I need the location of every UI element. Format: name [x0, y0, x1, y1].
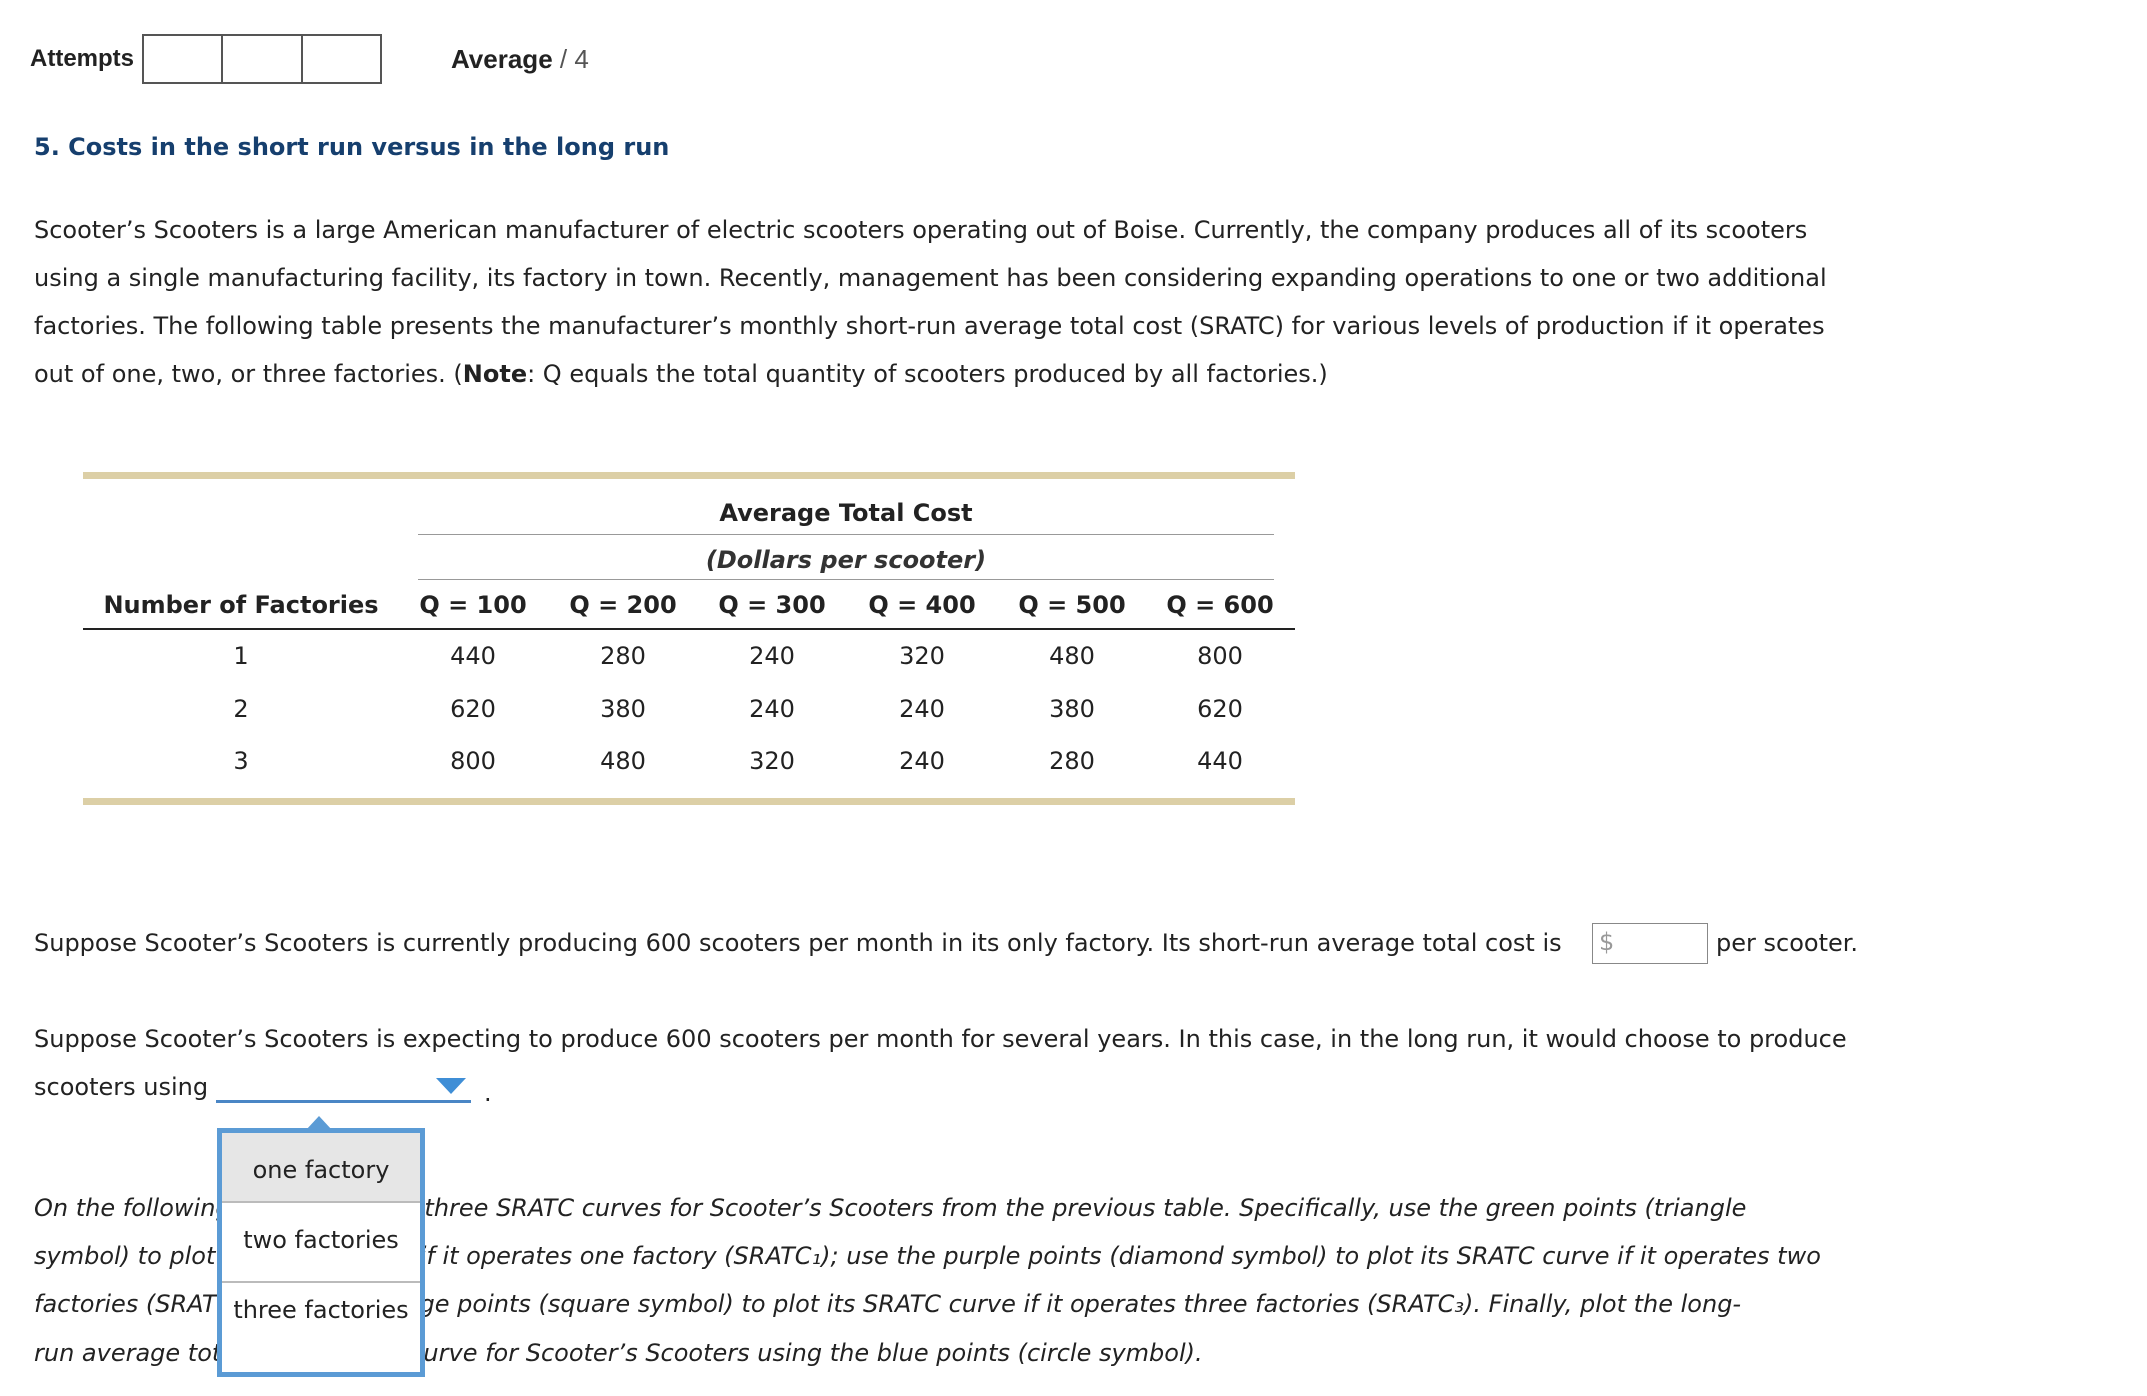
table-cell: 240	[749, 642, 795, 670]
intro-line: Scooter’s Scooters is a large American m…	[34, 216, 1808, 244]
table-cell: 280	[1049, 747, 1095, 775]
column-header: Q = 300	[718, 591, 826, 619]
column-header: Q = 400	[868, 591, 976, 619]
dropdown-option[interactable]: three factories	[233, 1296, 409, 1324]
table-cell: 480	[1049, 642, 1095, 670]
table-cell: 1	[233, 642, 249, 670]
table-cell: 800	[450, 747, 496, 775]
question2-text: Suppose Scooter’s Scooters is expecting …	[34, 1025, 1847, 1053]
question2-text: scooters using	[34, 1073, 209, 1101]
intro-line: using a single manufacturing facility, i…	[34, 264, 1827, 292]
dropdown-option[interactable]: one factory	[222, 1133, 420, 1203]
popup-pointer	[306, 1116, 332, 1130]
table-cell: 3	[233, 747, 249, 775]
text-segment: out of one, two, or three factories. (	[34, 360, 463, 388]
intro-line: out of one, two, or three factories. (No…	[34, 359, 1328, 389]
table-rule	[418, 534, 1274, 535]
table-cell: 620	[450, 695, 496, 723]
table-cell: 240	[899, 695, 945, 723]
table-cell: 440	[1197, 747, 1243, 775]
attempt-box	[301, 34, 382, 84]
table-cell: 2	[233, 695, 249, 723]
attempts-label: Attempts	[30, 45, 135, 72]
table-rule	[418, 579, 1274, 580]
average-label: Average	[451, 44, 553, 74]
table-top-rule	[83, 472, 1295, 479]
text-segment: : Q equals the total quantity of scooter…	[527, 360, 1328, 388]
average-score: / 4	[559, 44, 589, 74]
table-cell: 440	[450, 642, 496, 670]
column-header: Number of Factories	[103, 591, 379, 619]
table-rule	[83, 628, 1295, 630]
table-cell: 380	[600, 695, 646, 723]
table-bottom-rule	[83, 798, 1295, 805]
table-cell: 280	[600, 642, 646, 670]
table-cell: 620	[1197, 695, 1243, 723]
question2-end: .	[484, 1079, 492, 1107]
column-header: Q = 500	[1018, 591, 1126, 619]
question1-text: Suppose Scooter’s Scooters is currently …	[34, 929, 1562, 957]
attempt-box	[142, 34, 223, 84]
column-header: Q = 200	[569, 591, 677, 619]
table-cell: 240	[749, 695, 795, 723]
average: Average / 4	[451, 44, 589, 74]
attempt-box	[221, 34, 303, 84]
instruction-line: run average total cost (LRATC) curve for…	[34, 1339, 1203, 1367]
table-cell: 240	[899, 747, 945, 775]
question-title: 5. Costs in the short run versus in the …	[34, 133, 670, 161]
table-cell: 480	[600, 747, 646, 775]
text-segment: Note	[462, 360, 528, 388]
input-prefix: $	[1599, 928, 1615, 956]
dropdown-menu: one factory two factories three factories	[217, 1128, 425, 1377]
answer-input[interactable]: $	[1592, 923, 1708, 964]
question1-after: per scooter.	[1716, 929, 1859, 957]
table-cell: 320	[899, 642, 945, 670]
table-cell: 320	[749, 747, 795, 775]
dropdown[interactable]	[216, 1100, 471, 1103]
column-header: Q = 600	[1166, 591, 1274, 619]
dropdown-option[interactable]: two factories	[222, 1213, 420, 1283]
table-group-subheader: (Dollars per scooter)	[705, 546, 987, 574]
table-group-header: Average Total Cost	[719, 499, 973, 527]
column-header: Q = 100	[419, 591, 527, 619]
intro-line: factories. The following table presents …	[34, 312, 1825, 340]
table-cell: 800	[1197, 642, 1243, 670]
table-cell: 380	[1049, 695, 1095, 723]
dropdown-arrow[interactable]	[436, 1078, 466, 1096]
